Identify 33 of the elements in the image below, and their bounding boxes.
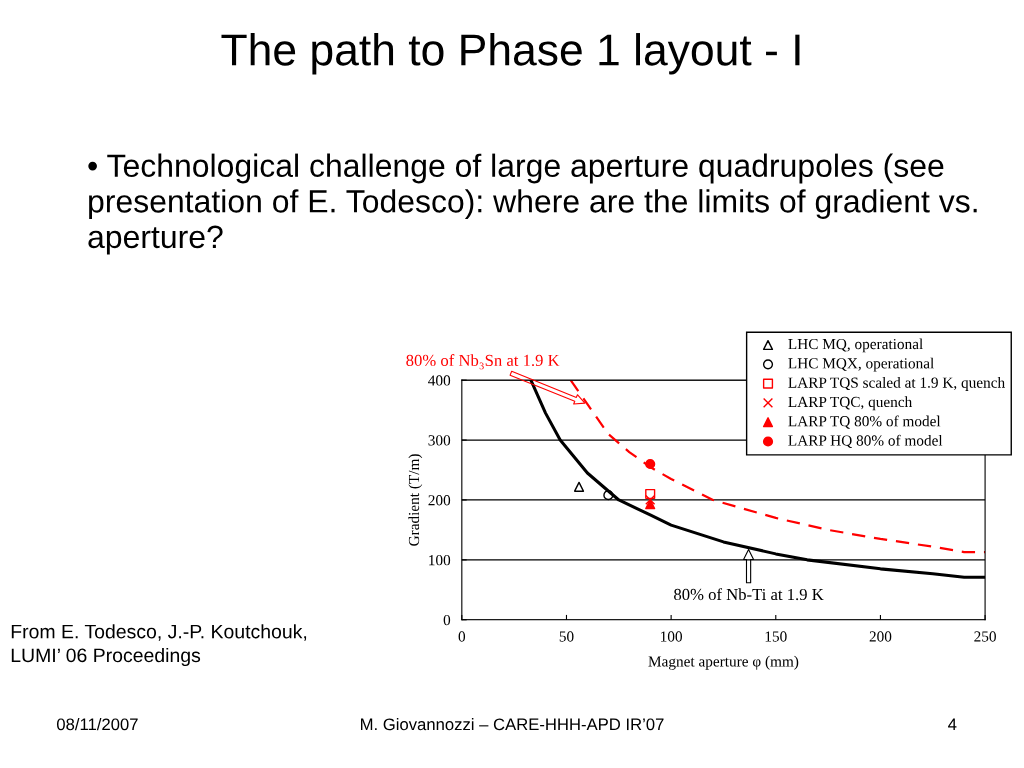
point [573, 481, 585, 492]
annotation: 80% of Nb-Ti at 1.9 K [674, 588, 824, 601]
point [603, 490, 614, 501]
point [645, 458, 656, 470]
y-tick-label: 200 [428, 495, 451, 506]
legend-label: LARP TQS scaled at 1.9 K, quench [788, 377, 1005, 391]
y-tick-label: 300 [428, 435, 451, 446]
x-tick-label: 250 [974, 631, 996, 642]
x-tick-label: 100 [661, 631, 683, 642]
y-axis-title: Gradient (T/m) [408, 454, 423, 546]
y-tick-label: 0 [443, 614, 451, 626]
x-tick-label: 200 [869, 631, 892, 642]
legend-label: LARP TQC, quench [788, 396, 913, 411]
text: 08/11/2007 [56, 717, 138, 731]
text: From E. Todesco, J.-P. Koutchouk, LUMI’ 06 Proceedings [11, 624, 307, 667]
point [645, 494, 656, 506]
legend-label: LHC MQX, operational [788, 357, 934, 372]
chart-subtitle: • Technological challenge of large aperture quadrupoles (see presentation of E. Todesco): where are the limits of gradient vs. aperture? [88, 153, 977, 255]
x-axis-title: Magnet aperture φ (mm) [648, 655, 799, 670]
chart-title: The path to Phase 1 layout - I [221, 33, 800, 75]
legend-label: LARP TQ 80% of model [788, 415, 941, 429]
point [645, 499, 656, 510]
y-tick-label: 400 [428, 375, 451, 386]
legend-label: LARP HQ 80% of model [788, 434, 943, 448]
x-tick-label: 150 [765, 631, 787, 642]
text: M. Giovannozzi – CARE-HHH-APD IR’07 [361, 717, 664, 731]
x-tick-label: 50 [559, 631, 574, 642]
legend-label: LHC MQ, operational [788, 338, 923, 353]
point [645, 488, 656, 500]
text: 4 [948, 718, 957, 731]
y-tick-label: 100 [429, 555, 451, 566]
x-tick-label: 0 [458, 631, 466, 642]
annotation: 80% of Nb₃Sn at 1.9 K [406, 354, 560, 370]
